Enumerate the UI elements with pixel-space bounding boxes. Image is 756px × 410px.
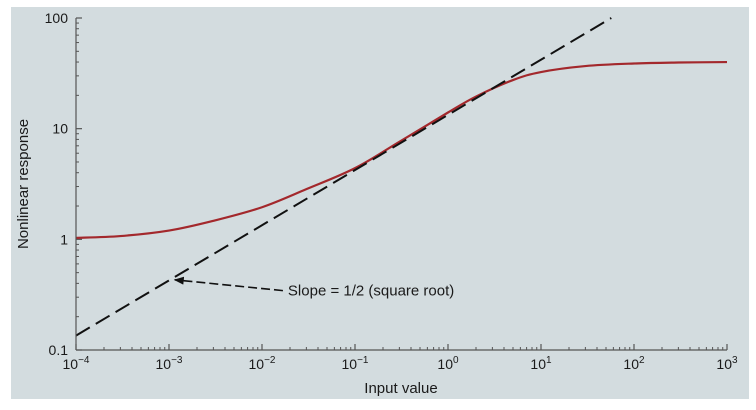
x-axis-label: Input value [364,380,437,397]
annotation-layer: Slope = 1/2 (square root) [173,276,454,300]
x-tick-label: 10−1 [342,355,369,372]
y-axis-label: Nonlinear response [15,119,32,249]
x-tick-label: 102 [623,355,645,372]
y-tick-label: 10 [52,121,68,137]
series-layer [75,17,728,337]
y-tick-label: 1 [60,231,68,247]
axes-layer [75,18,727,351]
x-tick-label: 10−3 [156,355,183,372]
x-tick-label: 100 [437,355,459,372]
x-tick-label: 103 [716,355,738,372]
series-line-response [75,60,728,240]
y-tick-label: 0.1 [49,342,69,358]
x-tick-label: 10−2 [249,355,276,372]
x-tick-label: 101 [530,355,552,372]
ticks-layer: 10−4 10−3 10−2 10−1 100 101 102 103 0.1 1 10 100 [45,10,738,372]
y-tick-label: 100 [45,10,69,26]
annotation-text: Slope = 1/2 (square root) [288,283,454,300]
x-tick-label: 10−4 [63,355,90,372]
plot-background [11,7,749,399]
annotation-arrow [173,276,284,292]
series-line-dashed [75,17,612,337]
